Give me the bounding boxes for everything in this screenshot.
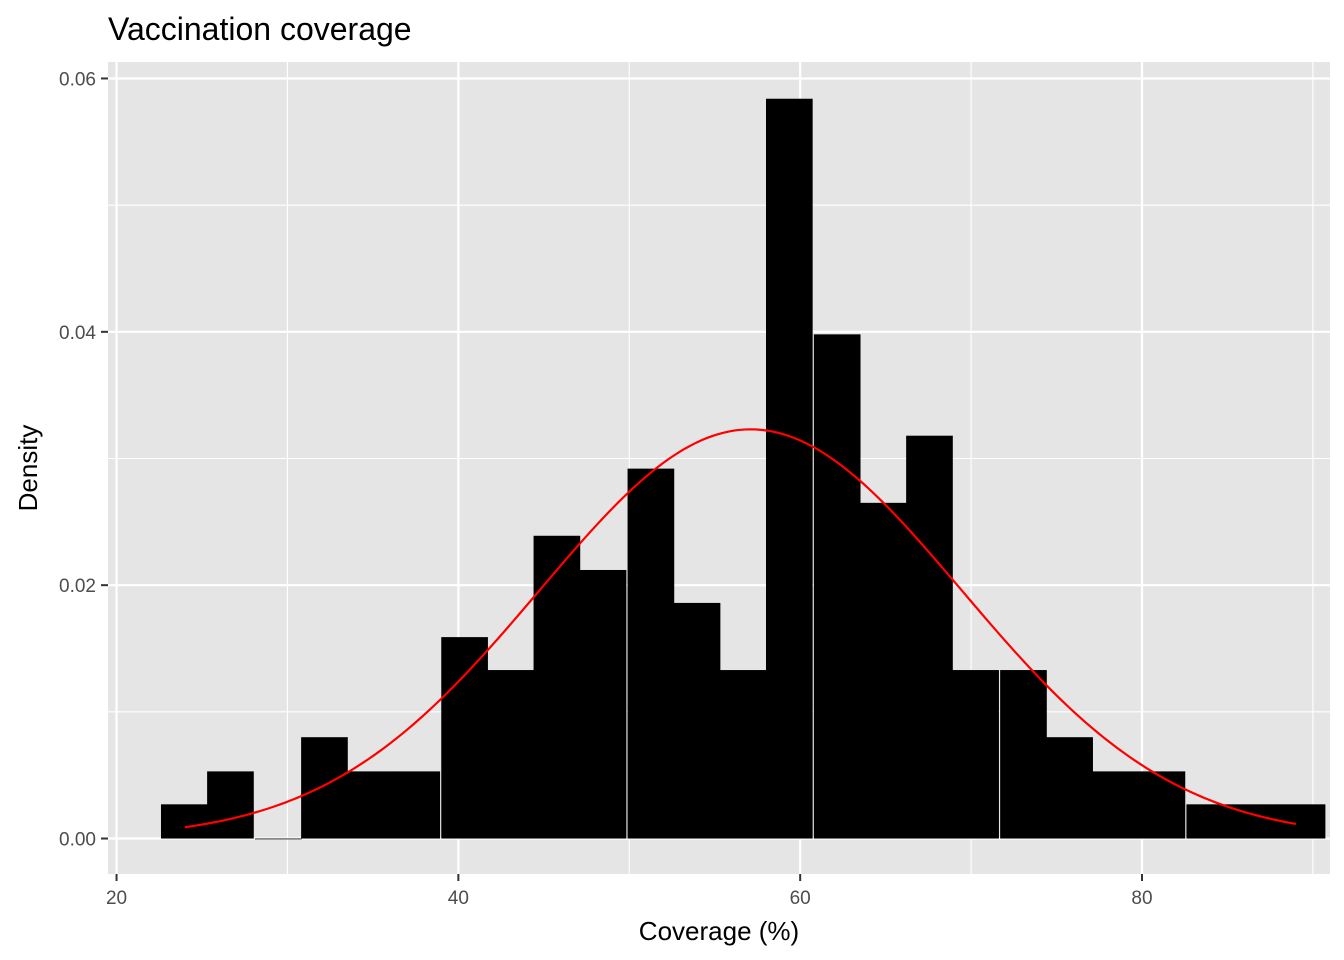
chart-title: Vaccination coverage [108,11,412,47]
histogram-bar [579,569,627,839]
histogram-bar [441,637,488,839]
histogram-bar [487,670,535,839]
x-tick-label: 80 [1131,888,1152,909]
histogram-bar [301,737,348,839]
histogram-bar [1000,670,1047,839]
x-axis: 20 40 60 80 [106,874,1153,909]
y-tick-label: 0.02 [59,576,96,597]
histogram-bar [393,771,441,839]
x-tick-label: 40 [448,888,469,909]
histogram-bar [1046,737,1093,839]
histogram-bar [1186,804,1234,839]
y-tick-label: 0.00 [59,830,96,851]
histogram-bar [719,670,767,839]
normal-density-curve [184,428,1297,829]
y-axis-title: Density [13,425,43,512]
normal-curve-layer [184,428,1297,829]
y-tick-label: 0.06 [59,69,96,90]
histogram-bar [673,602,721,839]
histogram-bar [254,838,302,840]
grid-minor [108,62,1330,874]
histogram-bar [952,670,999,839]
histogram-bar [533,535,581,839]
histogram-bar [207,771,254,839]
x-axis-title: Coverage (%) [639,916,799,946]
histogram-bar [1092,771,1140,839]
histogram-bar [860,502,907,839]
histogram-bar [1138,771,1186,839]
histogram-bar [906,435,953,839]
histogram-bars [160,98,1326,840]
x-tick-label: 20 [106,888,127,909]
histogram-bar [766,98,813,839]
histogram-bar [347,771,394,839]
histogram-bar [160,804,208,839]
x-tick-label: 60 [790,888,811,909]
histogram-bar [813,334,861,839]
y-tick-label: 0.04 [59,323,96,344]
y-axis: 0.00 0.02 0.04 0.06 [59,69,108,851]
histogram-bar [627,468,675,839]
